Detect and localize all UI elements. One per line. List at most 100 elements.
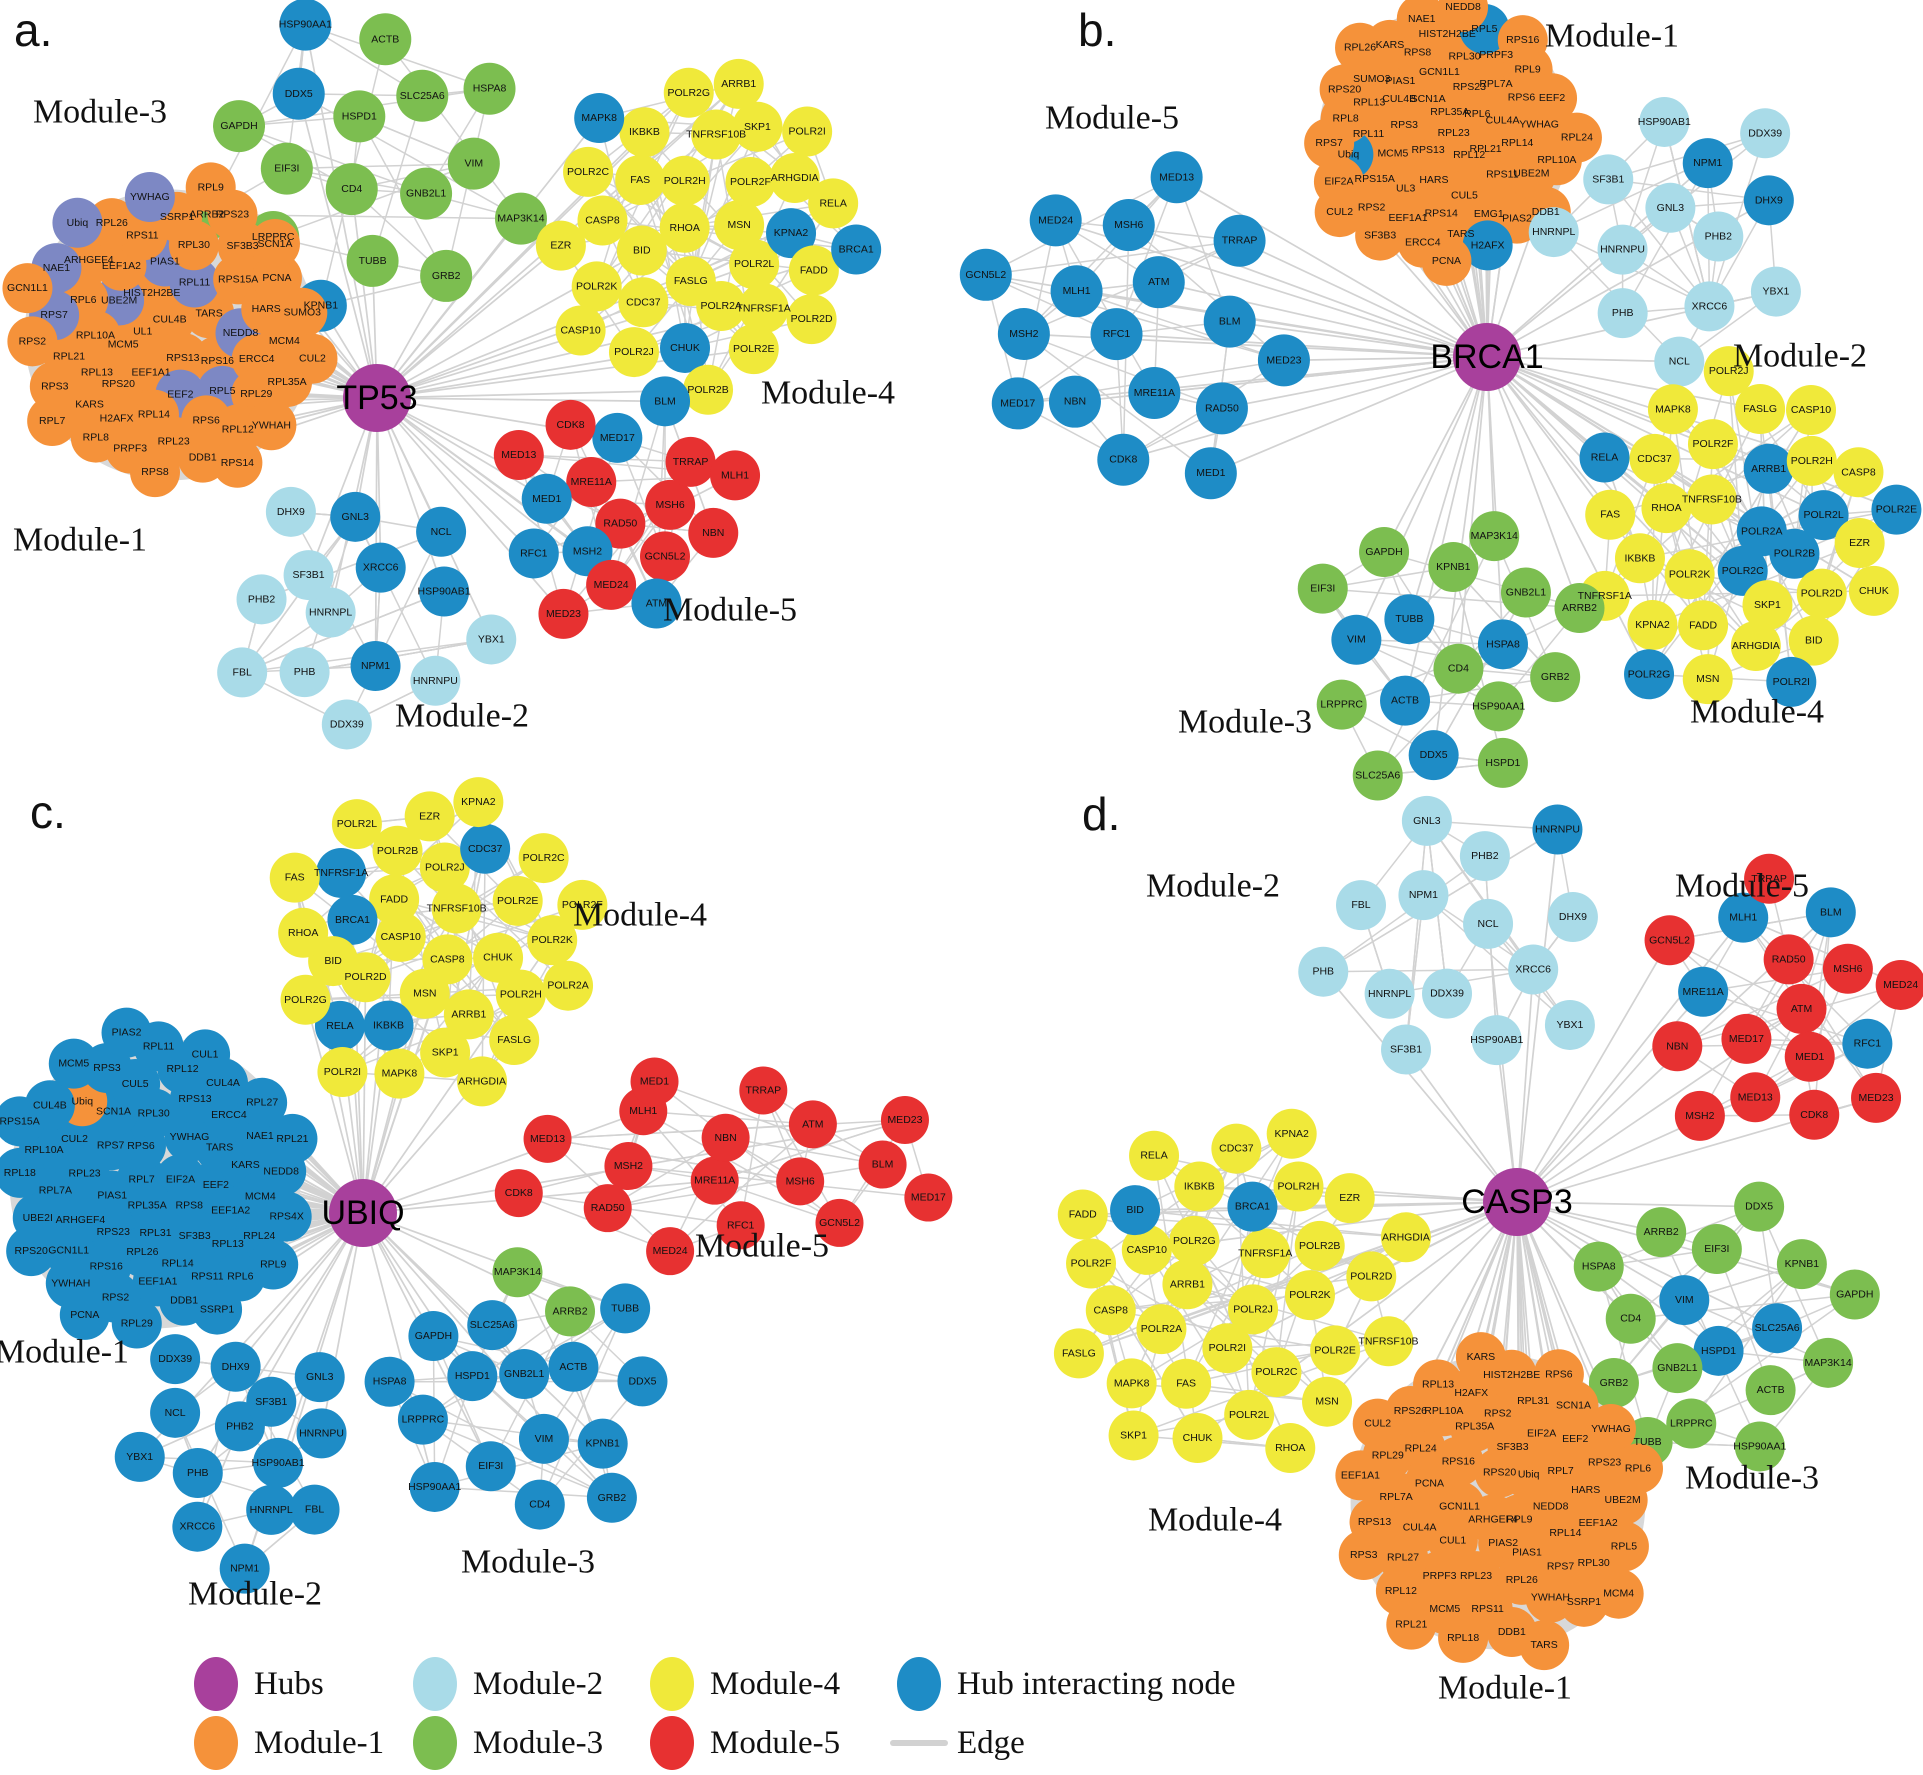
gene-node: [1784, 1031, 1835, 1082]
gene-node-label: MRE11A: [1134, 387, 1175, 399]
gene-node-label: RPS3: [1350, 1549, 1378, 1561]
gene-node-label: RPL13: [81, 366, 113, 378]
gene-node-label: CHUK: [670, 342, 700, 354]
gene-node: [265, 486, 316, 537]
edge: [1023, 333, 1212, 474]
gene-node-label: MED23: [1859, 1092, 1894, 1104]
gene-node-label: POLR2C: [1255, 1366, 1297, 1378]
gene-node-label: DDX39: [1748, 127, 1782, 139]
module-label: Module-1: [13, 522, 147, 559]
hub-edge: [1326, 1201, 1518, 1403]
edge: [1323, 968, 1534, 973]
gene-node: [364, 1356, 415, 1407]
gene-node-label: MED17: [1000, 397, 1035, 409]
gene-node: [277, 287, 328, 338]
gene-node-label: HNRNPU: [413, 675, 458, 687]
gene-node-label: ATM: [1791, 1003, 1812, 1015]
gene-node-label: VIM: [1347, 634, 1366, 646]
gene-node: [59, 1289, 110, 1340]
gene-node-label: RPL29: [240, 388, 272, 400]
gene-node: [212, 437, 263, 488]
gene-node-label: POLR2L: [337, 818, 377, 830]
gene-node: [592, 412, 643, 463]
gene-node-label: KPNA2: [774, 227, 809, 239]
gene-node: [1338, 1529, 1389, 1580]
gene-node-label: RPL35A: [128, 1200, 167, 1212]
gene-node-label: PIAS2: [112, 1027, 142, 1039]
gene-node-label: RELA: [1140, 1150, 1167, 1162]
gene-node-label: MED23: [887, 1114, 922, 1126]
edge: [1322, 855, 1486, 973]
gene-node-label: CASP8: [1841, 466, 1876, 478]
gene-node-label: EIF2A: [1527, 1428, 1556, 1440]
gene-node: [185, 162, 236, 213]
gene-node: [400, 167, 453, 220]
hub-edge: [1486, 356, 1761, 410]
gene-node: [489, 1014, 540, 1065]
gene-node-label: BLM: [654, 395, 676, 407]
gene-node-label: DDX5: [628, 1375, 656, 1387]
gene-node: [645, 479, 696, 530]
gene-node-label: RPS16: [1506, 34, 1539, 46]
gene-node-label: POLR2E: [733, 343, 774, 355]
gene-node: [831, 224, 882, 275]
gene-node-label: GNL3: [1413, 815, 1441, 827]
gene-node: [499, 1348, 550, 1399]
edge: [690, 126, 759, 282]
gene-node: [1121, 1224, 1172, 1275]
gene-node: [219, 1543, 270, 1594]
edge: [985, 176, 1177, 276]
hub-label: UBIQ: [321, 1194, 404, 1232]
hub-edge: [362, 977, 367, 1214]
gene-node-label: NAE1: [1408, 13, 1436, 25]
gene-node-label: MSH6: [1114, 219, 1143, 231]
gene-node-label: DDX39: [158, 1353, 192, 1365]
gene-node: [714, 200, 765, 251]
gene-node-label: MED1: [1795, 1051, 1824, 1063]
gene-node-label: BID: [633, 245, 651, 257]
gene-node-label: HSPA8: [473, 83, 507, 95]
gene-node-label: POLR2A: [700, 300, 741, 312]
gene-node: [1848, 565, 1899, 616]
gene-node: [1090, 308, 1143, 361]
gene-node: [289, 1484, 340, 1535]
gene-node-label: HSPD1: [1485, 757, 1520, 769]
gene-node-label: GAPDH: [1365, 546, 1402, 558]
gene-node-label: CUL4B: [33, 1099, 67, 1111]
panel-nodes: [2, 0, 882, 750]
gene-node-label: POLR2H: [1277, 1180, 1319, 1192]
gene-node-label: HSPA8: [1486, 638, 1520, 650]
gene-node-label: XRCC6: [180, 1521, 216, 1533]
gene-node-label: RPS16: [201, 355, 234, 367]
gene-node-label: TNFRSF1A: [1238, 1247, 1292, 1259]
gene-node: [272, 67, 325, 120]
gene-node-label: RPL5: [1471, 23, 1497, 35]
gene-node: [1834, 518, 1885, 569]
gene-node-label: RPL7A: [1479, 78, 1512, 90]
edge: [985, 239, 1240, 276]
gene-node-label: TUBB: [1395, 613, 1423, 625]
gene-node-label: PHB2: [1705, 231, 1733, 243]
gene-node: [548, 1341, 599, 1392]
gene-node-label: RPS20: [1483, 1467, 1516, 1479]
gene-node-label: RPS16: [90, 1261, 123, 1273]
gene-node-label: POLR2C: [1722, 565, 1764, 577]
gene-node: [1150, 151, 1203, 204]
gene-node: [880, 1096, 929, 1145]
panel-letter: b.: [1078, 4, 1116, 56]
module-label: Module-4: [761, 375, 895, 412]
gene-node-label: SUMO3: [284, 307, 322, 319]
gene-node: [1551, 112, 1602, 163]
gene-node: [1251, 1347, 1302, 1398]
gene-node: [316, 847, 367, 898]
gene-node: [1224, 1389, 1275, 1440]
gene-node-label: PHB2: [248, 593, 276, 605]
gene-node-label: RPS3: [41, 380, 69, 392]
gene-node: [447, 137, 500, 190]
gene-node: [538, 588, 589, 639]
gene-node-label: RPS11: [126, 230, 159, 242]
edge: [1055, 220, 1156, 394]
edge: [1187, 1283, 1389, 1343]
gene-node-label: RPS7: [40, 309, 68, 321]
gene-node-label: RPS13: [1411, 144, 1444, 156]
